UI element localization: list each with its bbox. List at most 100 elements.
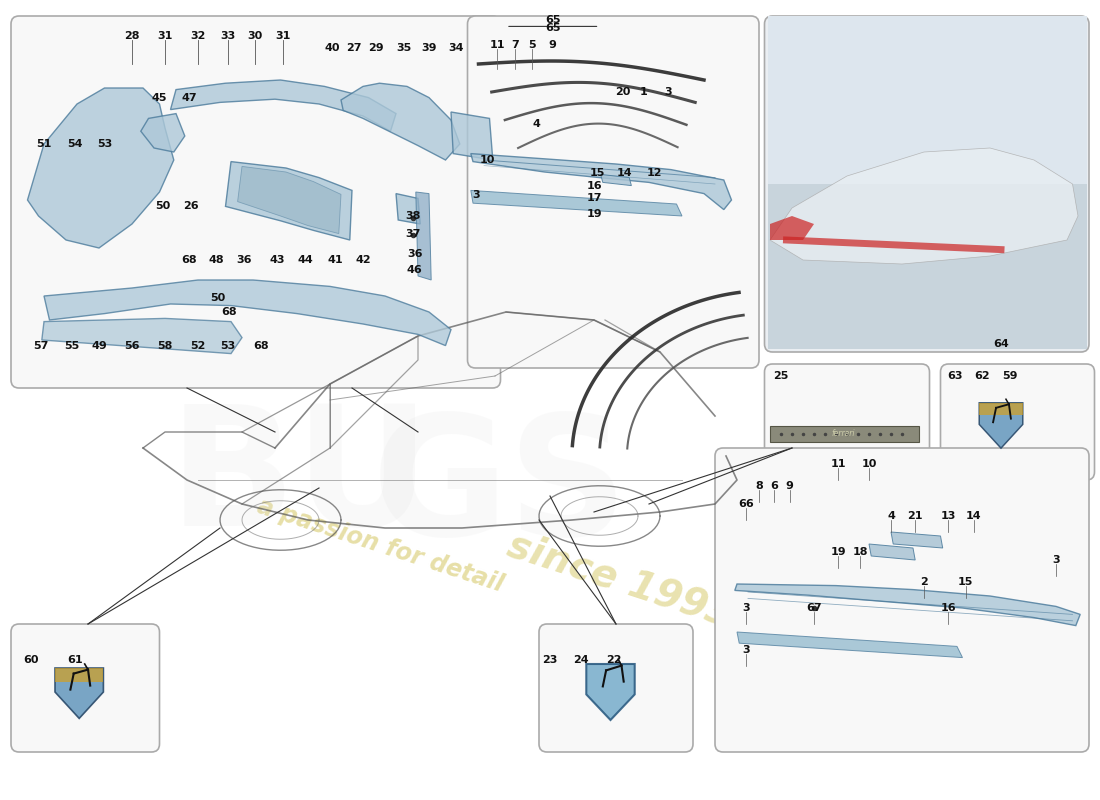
Text: 68: 68 — [221, 307, 236, 317]
Text: 17: 17 — [586, 194, 602, 203]
Text: 43: 43 — [270, 255, 285, 265]
Text: 27: 27 — [346, 43, 362, 53]
Text: 15: 15 — [958, 578, 974, 587]
Text: 52: 52 — [190, 341, 206, 350]
Text: 51: 51 — [36, 139, 52, 149]
Text: 31: 31 — [157, 31, 173, 41]
FancyBboxPatch shape — [468, 16, 759, 368]
Text: 49: 49 — [91, 341, 107, 350]
Text: 7: 7 — [510, 40, 519, 50]
Polygon shape — [737, 632, 962, 658]
FancyBboxPatch shape — [715, 448, 1089, 752]
Text: 8: 8 — [755, 481, 763, 490]
Polygon shape — [28, 88, 174, 248]
FancyBboxPatch shape — [940, 364, 1094, 480]
Text: 60: 60 — [23, 655, 38, 665]
Text: 9: 9 — [785, 481, 794, 490]
Text: 4: 4 — [532, 119, 541, 129]
Text: 19: 19 — [586, 210, 602, 219]
Text: 68: 68 — [182, 255, 197, 265]
Text: BU: BU — [169, 398, 431, 562]
Polygon shape — [891, 532, 943, 548]
Text: 46: 46 — [407, 266, 422, 275]
Text: GS: GS — [372, 409, 628, 571]
Polygon shape — [170, 80, 396, 131]
Text: 24: 24 — [573, 655, 588, 665]
FancyBboxPatch shape — [764, 16, 1089, 352]
Text: ferrari: ferrari — [832, 429, 856, 438]
FancyBboxPatch shape — [11, 16, 500, 388]
Text: 44: 44 — [298, 255, 314, 265]
Text: 65: 65 — [546, 15, 561, 25]
Text: 42: 42 — [355, 255, 371, 265]
Text: 36: 36 — [236, 255, 252, 265]
Text: 3: 3 — [473, 190, 480, 200]
Polygon shape — [601, 174, 631, 186]
Text: 2: 2 — [920, 578, 928, 587]
Text: 59: 59 — [1002, 371, 1018, 381]
Text: 40: 40 — [324, 43, 340, 53]
Polygon shape — [341, 83, 460, 160]
Text: 66: 66 — [738, 499, 754, 509]
Text: 61: 61 — [67, 655, 82, 665]
Polygon shape — [396, 194, 420, 224]
Text: 58: 58 — [157, 341, 173, 350]
Text: 67: 67 — [806, 603, 822, 613]
Text: 18: 18 — [852, 547, 868, 557]
Polygon shape — [979, 403, 1023, 448]
Text: 54: 54 — [67, 139, 82, 149]
Polygon shape — [238, 166, 341, 234]
Text: 36: 36 — [407, 249, 422, 258]
Polygon shape — [471, 190, 682, 216]
Text: 45: 45 — [152, 93, 167, 102]
Text: 34: 34 — [449, 43, 464, 53]
Polygon shape — [586, 664, 635, 720]
Text: 23: 23 — [542, 655, 558, 665]
Text: 22: 22 — [606, 655, 621, 665]
Text: 11: 11 — [830, 459, 846, 469]
Text: 39: 39 — [421, 43, 437, 53]
Text: 64: 64 — [993, 339, 1009, 349]
Text: 14: 14 — [966, 511, 981, 521]
Polygon shape — [226, 162, 352, 240]
Polygon shape — [979, 403, 1023, 415]
Text: 41: 41 — [328, 255, 343, 265]
Text: 5: 5 — [529, 40, 536, 50]
Text: a passion for detail: a passion for detail — [254, 494, 506, 596]
Text: 25: 25 — [773, 371, 789, 381]
Polygon shape — [471, 154, 732, 210]
Text: 63: 63 — [947, 371, 962, 381]
Text: 14: 14 — [617, 168, 632, 178]
Text: 16: 16 — [940, 603, 956, 613]
Text: 35: 35 — [396, 43, 411, 53]
Text: 9: 9 — [548, 40, 557, 50]
Text: 16: 16 — [586, 181, 602, 190]
Text: 53: 53 — [220, 341, 235, 350]
Polygon shape — [141, 114, 185, 152]
Text: 26: 26 — [184, 202, 199, 211]
Text: 13: 13 — [940, 511, 956, 521]
Text: 15: 15 — [590, 168, 605, 178]
Text: 3: 3 — [742, 603, 749, 613]
Text: 1: 1 — [639, 87, 648, 97]
Polygon shape — [735, 584, 1080, 626]
Text: 32: 32 — [190, 31, 206, 41]
Text: 65: 65 — [546, 23, 561, 33]
Text: 28: 28 — [124, 31, 140, 41]
Text: 10: 10 — [480, 155, 495, 165]
FancyBboxPatch shape — [539, 624, 693, 752]
Text: 11: 11 — [490, 40, 505, 50]
Text: 29: 29 — [368, 43, 384, 53]
Polygon shape — [55, 668, 103, 718]
Text: 62: 62 — [975, 371, 990, 381]
Text: 37: 37 — [405, 230, 420, 239]
Text: 10: 10 — [861, 459, 877, 469]
Text: 31: 31 — [275, 31, 290, 41]
Text: 21: 21 — [908, 511, 923, 521]
Text: 12: 12 — [647, 168, 662, 178]
Text: 50: 50 — [155, 202, 170, 211]
Text: 57: 57 — [33, 341, 48, 350]
Polygon shape — [770, 148, 1078, 264]
Text: 38: 38 — [405, 211, 420, 221]
Text: 48: 48 — [209, 255, 224, 265]
